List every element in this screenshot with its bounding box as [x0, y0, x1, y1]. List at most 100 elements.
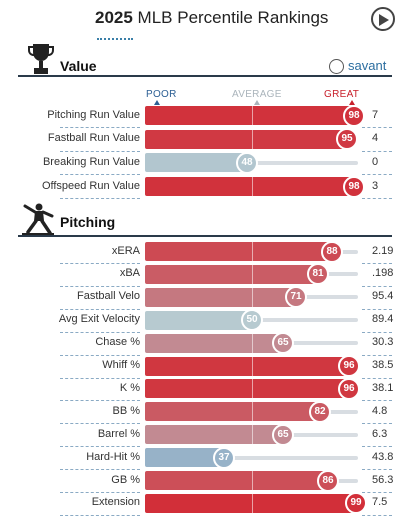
metric-label[interactable]: BB %: [112, 404, 140, 417]
metric-value: 2.19: [372, 244, 394, 257]
metric-label[interactable]: Chase %: [95, 336, 140, 349]
metric-value: 4: [372, 132, 379, 145]
page-title: 2025 MLB Percentile Rankings: [95, 8, 328, 28]
percentile-bar: [145, 448, 224, 468]
metric-value: 89.4: [372, 313, 394, 326]
metric-value: 7.5: [372, 496, 388, 509]
pitching-section-title: Pitching: [60, 214, 116, 230]
metric-label[interactable]: Hard-Hit %: [86, 450, 140, 463]
percentile-bar: [145, 493, 356, 513]
average-guide: [252, 379, 253, 399]
metric-label[interactable]: Breaking Run Value: [42, 155, 140, 168]
title-bar: 2025 MLB Percentile Rankings: [0, 6, 410, 40]
row-separator: [60, 492, 140, 493]
metric-value: 95.4: [372, 290, 394, 303]
percentile-badge[interactable]: 82: [309, 400, 331, 423]
row-separator: [362, 492, 392, 493]
percentile-badge[interactable]: 37: [213, 446, 235, 469]
row-separator: [60, 354, 140, 356]
row-separator: [60, 400, 140, 402]
metric-label[interactable]: GB %: [111, 473, 140, 486]
percentile-badge[interactable]: 65: [272, 332, 294, 355]
row-separator: [362, 331, 392, 333]
percentile-badge[interactable]: 81: [307, 263, 329, 286]
row-separator: [362, 354, 392, 356]
metric-label[interactable]: Avg Exit Velocity: [58, 313, 140, 326]
percentile-bar: [145, 333, 283, 353]
scale-average-label: AVERAGE: [232, 89, 282, 100]
row-separator: [60, 150, 140, 152]
metric-label[interactable]: Fastball Velo: [77, 290, 140, 303]
row-separator: [60, 127, 140, 128]
metric-value: 56.3: [372, 473, 394, 486]
percentile-bar: [145, 310, 252, 330]
metric-value: 0: [372, 155, 379, 168]
row-separator: [362, 308, 392, 310]
percentile-bar: [145, 425, 283, 445]
metric-label[interactable]: Pitching Run Value: [47, 108, 140, 121]
percentile-bar: [145, 356, 349, 376]
row-separator: [362, 150, 392, 152]
metric-label[interactable]: K %: [119, 381, 140, 394]
percentile-badge[interactable]: 48: [236, 151, 258, 174]
average-guide: [252, 287, 253, 307]
pitcher-icon: [20, 202, 56, 241]
play-button[interactable]: [371, 7, 395, 31]
percentile-bar: [145, 402, 320, 422]
percentile-badge[interactable]: 95: [336, 128, 358, 151]
scale-average-marker: [254, 100, 260, 105]
percentile-badge[interactable]: 88: [321, 240, 343, 263]
percentile-badge[interactable]: 96: [338, 377, 360, 400]
percentile-badge[interactable]: 98: [343, 104, 365, 127]
metric-value: .198: [372, 267, 394, 280]
row-separator: [362, 198, 392, 200]
scale-great-label: GREAT: [324, 89, 360, 100]
percentile-badge[interactable]: 96: [338, 355, 360, 377]
row-separator: [60, 423, 140, 425]
metric-label[interactable]: xBA: [119, 267, 140, 280]
average-guide: [252, 333, 253, 353]
percentile-badge[interactable]: 65: [272, 423, 294, 446]
percentile-bar: [145, 177, 354, 197]
metric-label[interactable]: xERA: [111, 244, 140, 257]
metric-label[interactable]: Barrel %: [97, 427, 140, 440]
percentile-badge[interactable]: 99: [345, 492, 367, 515]
average-guide: [252, 402, 253, 422]
play-icon: [379, 14, 389, 26]
metric-label[interactable]: Offspeed Run Value: [41, 179, 140, 192]
average-guide: [252, 129, 253, 149]
metric-label[interactable]: Extension: [91, 496, 140, 509]
title-underline: [97, 38, 133, 40]
value-section-header: Value: [18, 42, 392, 82]
average-guide: [252, 471, 253, 490]
average-guide: [252, 177, 253, 197]
row-separator: [362, 400, 392, 402]
average-guide: [252, 106, 253, 125]
percentile-badge[interactable]: 86: [317, 469, 339, 492]
metric-label[interactable]: Fastball Run Value: [47, 132, 140, 145]
metric-value: 43.8: [372, 450, 394, 463]
row-separator: [60, 331, 140, 333]
row-separator: [60, 377, 140, 379]
savant-brand[interactable]: savant: [348, 58, 387, 73]
average-guide: [252, 493, 253, 513]
row-separator: [362, 263, 392, 264]
row-separator: [60, 308, 140, 310]
metric-value: 7: [372, 108, 379, 121]
row-separator: [362, 514, 392, 516]
row-separator: [362, 423, 392, 425]
metric-label[interactable]: Whiff %: [102, 359, 140, 371]
percentile-bar: [145, 129, 347, 149]
percentile-bar: [145, 264, 318, 284]
row-separator: [60, 198, 140, 200]
percentile-badge[interactable]: 50: [241, 309, 263, 332]
percentile-track: [145, 455, 358, 460]
row-separator: [362, 127, 392, 128]
percentile-badge[interactable]: 71: [285, 286, 307, 309]
scale-poor-marker: [154, 100, 160, 105]
metric-value: 4.8: [372, 404, 388, 417]
percentile-badge[interactable]: 98: [343, 175, 365, 198]
row-separator: [362, 446, 392, 448]
metric-value: 38.5: [372, 359, 394, 371]
metric-value: 38.1: [372, 381, 394, 394]
